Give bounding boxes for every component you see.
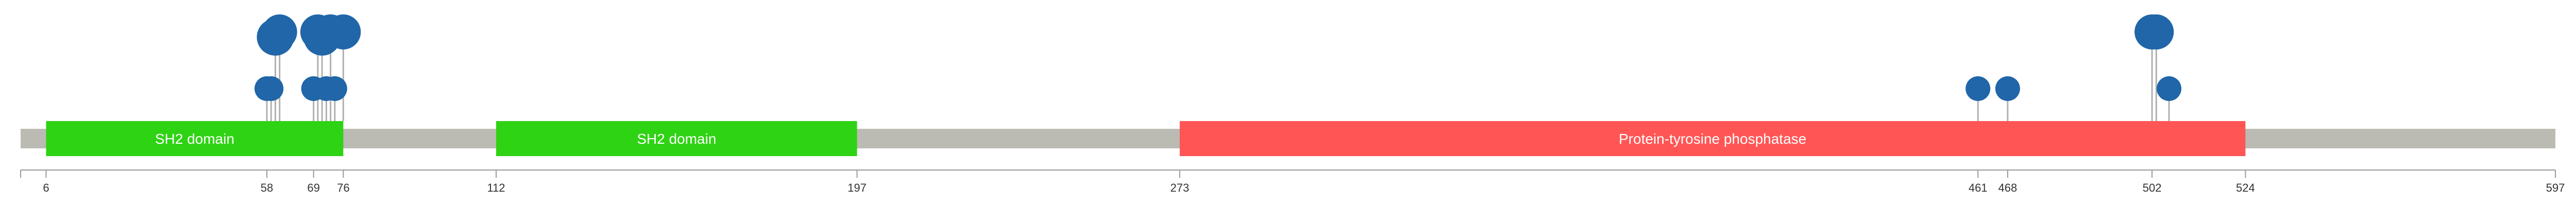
position-axis: 6 58 69 76 112 197 273 461 468 502 524 597 <box>20 170 2565 194</box>
domain-1: SH2 domain <box>46 121 344 156</box>
lollipop-heads <box>254 14 2182 101</box>
axis-tick-label: 76 <box>337 181 349 194</box>
domain-2: SH2 domain <box>496 121 857 156</box>
axis-tick-label: 112 <box>487 181 505 194</box>
mutation-point <box>262 14 297 49</box>
axis-tick-label: 6 <box>43 181 49 194</box>
mutation-point <box>322 76 347 101</box>
domain-box <box>46 121 344 156</box>
axis-tick-label: 58 <box>261 181 273 194</box>
axis-tick-label: 524 <box>2236 181 2255 194</box>
domain-3: Protein-tyrosine phosphatase <box>1179 121 2246 156</box>
axis-tick-label: 69 <box>307 181 319 194</box>
axis-tick-label: 273 <box>1170 181 1189 194</box>
mutation-point <box>1995 76 2020 101</box>
mutation-point <box>1965 76 1991 101</box>
axis-tick-label: 197 <box>848 181 867 194</box>
mutation-point <box>259 76 284 101</box>
axis-tick-label: 502 <box>2143 181 2162 194</box>
domain-label: Protein-tyrosine phosphatase <box>1619 131 1806 147</box>
axis-tick-label: 468 <box>1998 181 2018 194</box>
axis-tick-label: 461 <box>1969 181 1988 194</box>
axis-tick-label: 597 <box>2546 181 2565 194</box>
mutation-point <box>2157 76 2182 101</box>
domain-box <box>496 121 857 156</box>
lollipop-stems <box>266 32 2170 121</box>
mutation-point <box>326 14 361 49</box>
domain-layer: SH2 domain SH2 domain Protein-tyrosine pho… <box>46 121 2246 156</box>
mutation-point <box>2139 14 2174 49</box>
domain-label: SH2 domain <box>155 131 234 147</box>
domain-label: SH2 domain <box>637 131 716 147</box>
domain-box <box>1179 121 2246 156</box>
